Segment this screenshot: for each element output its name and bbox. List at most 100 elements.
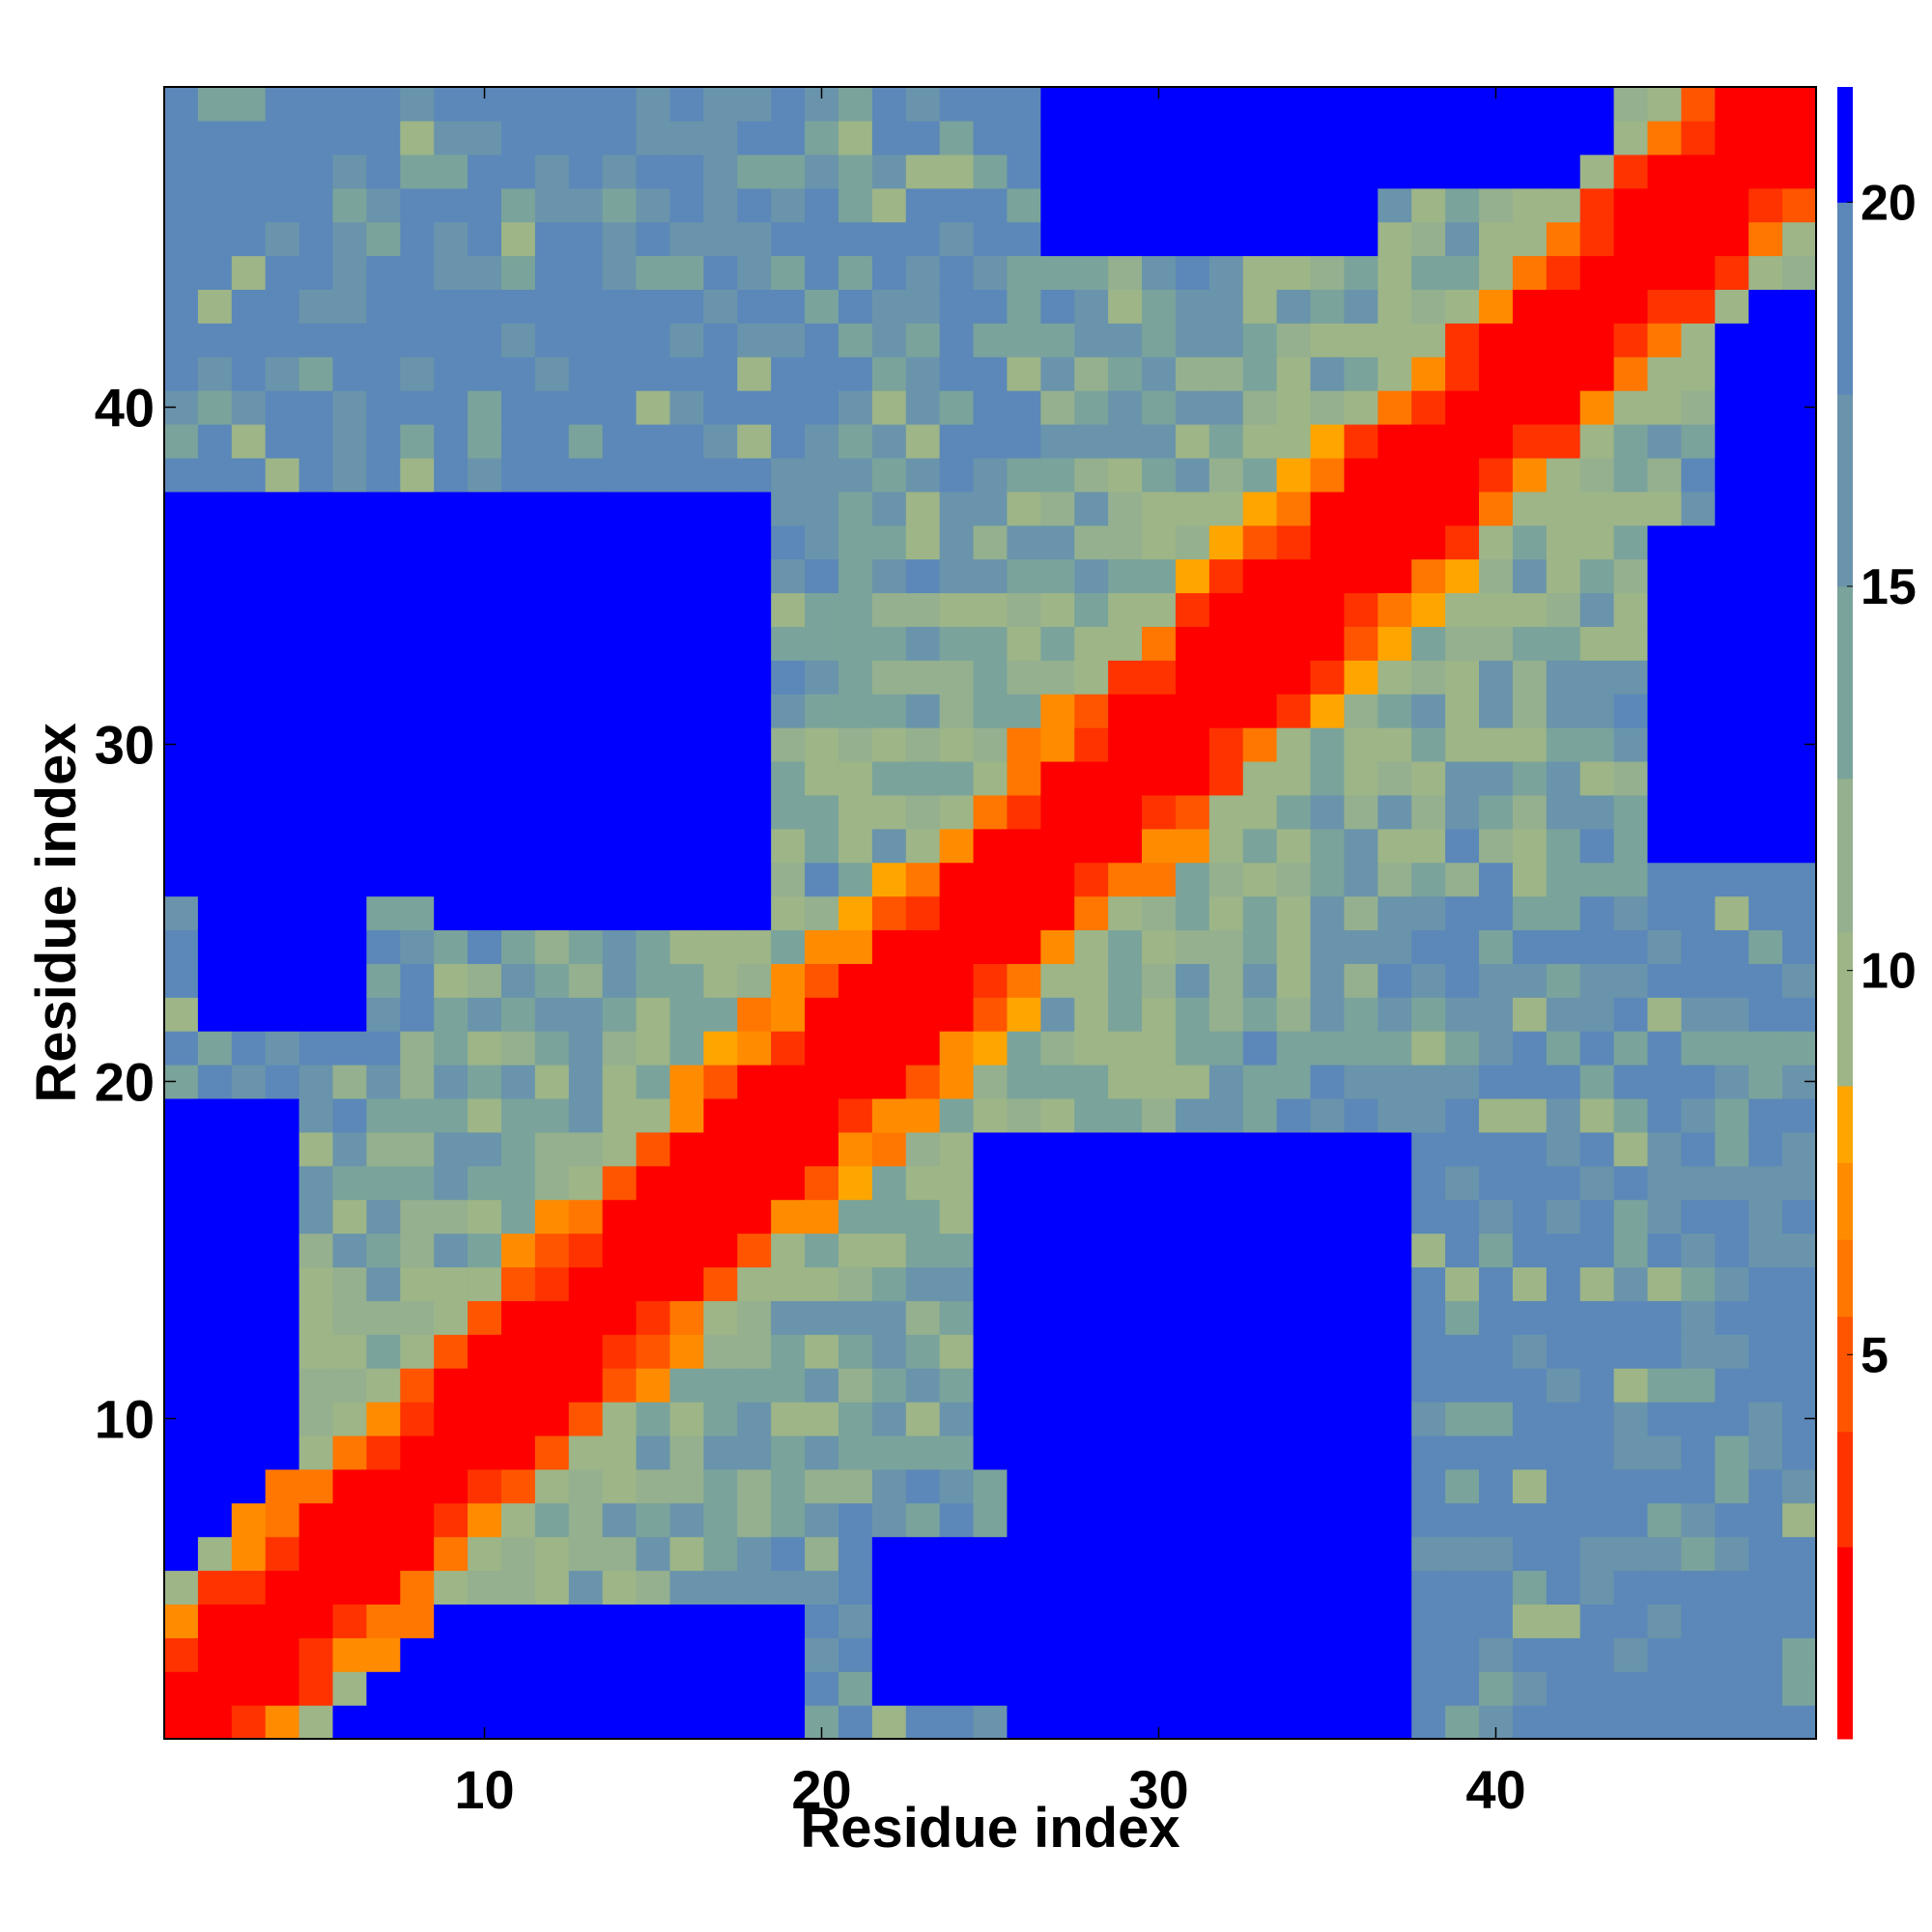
heatmap-cell	[1310, 1705, 1346, 1740]
heatmap-cell	[1208, 1402, 1244, 1436]
heatmap-cell	[197, 626, 233, 661]
heatmap-cell	[1411, 626, 1446, 661]
heatmap-cell	[265, 1637, 300, 1672]
heatmap-cell	[703, 626, 738, 661]
heatmap-cell	[939, 1065, 975, 1099]
heatmap-cell	[636, 1334, 671, 1369]
heatmap-cell	[231, 963, 267, 998]
heatmap-cell	[1782, 221, 1817, 257]
heatmap-cell	[602, 187, 638, 223]
heatmap-cell	[1748, 289, 1783, 324]
heatmap-cell	[669, 187, 704, 223]
heatmap-cell	[1108, 626, 1143, 661]
heatmap-cell	[1715, 997, 1749, 1032]
heatmap-cell	[871, 1705, 907, 1740]
heatmap-cell	[1681, 727, 1716, 762]
heatmap-cell	[1175, 525, 1210, 560]
heatmap-cell	[1276, 794, 1312, 830]
heatmap-cell	[1613, 1097, 1649, 1133]
heatmap-cell	[1647, 1165, 1683, 1201]
heatmap-cell	[332, 1334, 367, 1369]
heatmap-cell	[602, 592, 638, 627]
heatmap-cell	[669, 1131, 704, 1167]
heatmap-cell	[197, 525, 233, 560]
heatmap-cell	[231, 289, 267, 324]
heatmap-cell	[231, 491, 267, 526]
heatmap-cell	[366, 929, 401, 964]
heatmap-cell	[1715, 87, 1749, 122]
heatmap-cell	[265, 1300, 300, 1335]
heatmap-cell	[1142, 1604, 1177, 1638]
heatmap-cell	[164, 120, 199, 156]
heatmap-cell	[434, 390, 469, 425]
heatmap-cell	[1782, 356, 1817, 391]
heatmap-cell	[1310, 1199, 1346, 1235]
heatmap-cell	[771, 1637, 806, 1672]
heatmap-cell	[1647, 289, 1683, 324]
heatmap-cell	[1748, 1435, 1783, 1470]
heatmap-cell	[771, 356, 806, 391]
heatmap-cell	[1681, 221, 1716, 257]
heatmap-cell	[1411, 323, 1446, 357]
heatmap-cell	[1579, 423, 1615, 459]
heatmap-cell	[1208, 1705, 1244, 1740]
heatmap-cell	[1546, 1637, 1581, 1672]
heatmap-cell	[602, 660, 638, 695]
heatmap-cell	[669, 1368, 704, 1403]
heatmap-cell	[1613, 1570, 1649, 1605]
heatmap-cell	[1108, 1604, 1143, 1638]
heatmap-cell	[939, 1671, 975, 1706]
heatmap-cell	[1175, 1604, 1210, 1638]
heatmap-cell	[1479, 423, 1514, 459]
heatmap-cell	[332, 390, 367, 425]
heatmap-cell	[805, 727, 839, 762]
heatmap-cell	[1310, 221, 1346, 257]
heatmap-cell	[568, 87, 604, 122]
heatmap-cell	[468, 929, 502, 964]
heatmap-cell	[298, 1131, 334, 1167]
heatmap-cell	[1208, 87, 1244, 122]
heatmap-cell	[771, 558, 806, 594]
heatmap-cell	[534, 558, 570, 594]
heatmap-cell	[1748, 87, 1783, 122]
heatmap-cell	[265, 255, 300, 290]
heatmap-cell	[1074, 794, 1109, 830]
heatmap-cell	[737, 1233, 772, 1268]
heatmap-cell	[265, 525, 300, 560]
heatmap-cell	[231, 760, 267, 796]
heatmap-cell	[973, 558, 1009, 594]
heatmap-cell	[1208, 525, 1244, 560]
heatmap-cell	[1074, 1199, 1109, 1235]
heatmap-cell	[1445, 660, 1480, 695]
heatmap-cell	[231, 694, 267, 728]
heatmap-cell	[1310, 87, 1346, 122]
heatmap-cell	[602, 1233, 638, 1268]
heatmap-cell	[298, 1334, 334, 1369]
heatmap-cell	[500, 1300, 536, 1335]
heatmap-cell	[164, 221, 199, 257]
heatmap-cell	[568, 1671, 604, 1706]
heatmap-cell	[1040, 862, 1075, 897]
heatmap-cell	[1074, 1671, 1109, 1706]
heatmap-cell	[534, 1671, 570, 1706]
heatmap-cell	[298, 1570, 334, 1605]
heatmap-cell	[332, 323, 367, 357]
heatmap-cell	[1411, 558, 1446, 594]
heatmap-cell	[805, 1368, 839, 1403]
heatmap-cell	[1007, 1233, 1041, 1268]
heatmap-cell	[1040, 1705, 1075, 1740]
heatmap-cell	[534, 154, 570, 189]
heatmap-cell	[871, 1233, 907, 1268]
heatmap-cell	[1411, 895, 1446, 931]
heatmap-cell	[1546, 760, 1581, 796]
heatmap-cell	[1242, 626, 1278, 661]
heatmap-cell	[838, 929, 873, 964]
heatmap-cell	[468, 1468, 502, 1504]
heatmap-cell	[703, 255, 738, 290]
heatmap-cell	[231, 1536, 267, 1572]
heatmap-cell	[1208, 1435, 1244, 1470]
heatmap-cell	[1007, 187, 1041, 223]
heatmap-cell	[805, 895, 839, 931]
heatmap-cell	[1378, 794, 1412, 830]
heatmap-cell	[1647, 694, 1683, 728]
